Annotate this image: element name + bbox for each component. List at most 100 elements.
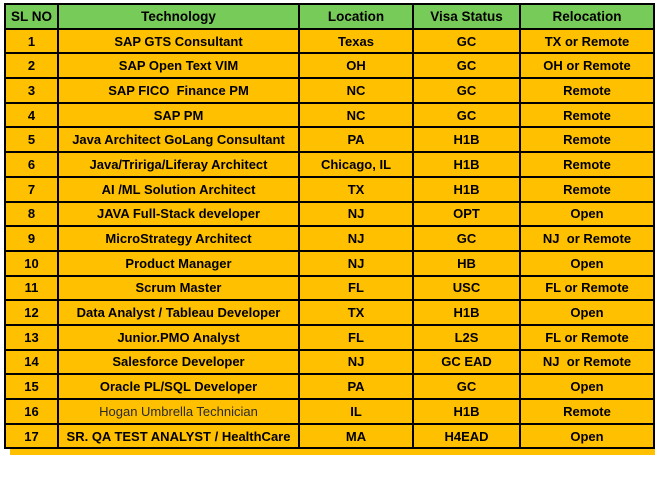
cell-visa-status: HB xyxy=(412,249,521,277)
cell-relocation: Remote xyxy=(519,101,655,129)
cell-visa-status: GC EAD xyxy=(412,348,521,376)
cell-location: FL xyxy=(298,323,414,351)
cell-visa-status: USC xyxy=(412,274,521,302)
cell-location: NJ xyxy=(298,225,414,252)
partial-next-row xyxy=(10,449,655,456)
table-row: 15 Oracle PL/SQL Developer PA GC Open xyxy=(4,373,655,400)
cell-relocation: Open xyxy=(519,422,655,450)
cell-technology: Salesforce Developer xyxy=(57,348,300,376)
header-relocation: Relocation xyxy=(519,3,655,30)
header-technology: Technology xyxy=(57,3,300,30)
table-row: 16 Hogan Umbrella Technician IL H1B Remo… xyxy=(4,398,655,425)
cell-sl-no: 8 xyxy=(4,200,59,228)
table-row: 7 AI /ML Solution Architect TX H1B Remot… xyxy=(4,175,655,203)
cell-location: TX xyxy=(298,175,414,203)
cell-relocation: TX or Remote xyxy=(519,27,655,55)
cell-visa-status: OPT xyxy=(412,200,521,228)
cell-visa-status: H1B xyxy=(412,398,521,425)
table-row: 2 SAP Open Text VIM OH GC OH or Remote xyxy=(4,52,655,80)
table-row: 17 SR. QA TEST ANALYST / HealthCare MA H… xyxy=(4,422,655,450)
table-row: 3 SAP FICO Finance PM NC GC Remote xyxy=(4,77,655,104)
table-row: 5 Java Architect GoLang Consultant PA H1… xyxy=(4,126,655,154)
cell-sl-no: 10 xyxy=(4,249,59,277)
table-row: 1 SAP GTS Consultant Texas GC TX or Remo… xyxy=(4,27,655,55)
cell-location: NC xyxy=(298,77,414,104)
cell-relocation: FL or Remote xyxy=(519,274,655,302)
cell-sl-no: 7 xyxy=(4,175,59,203)
cell-visa-status: H1B xyxy=(412,299,521,326)
cell-visa-status: H1B xyxy=(412,151,521,178)
cell-technology: Oracle PL/SQL Developer xyxy=(57,373,300,400)
table-row: 12 Data Analyst / Tableau Developer TX H… xyxy=(4,299,655,326)
cell-relocation: Remote xyxy=(519,398,655,425)
cell-sl-no: 9 xyxy=(4,225,59,252)
cell-sl-no: 12 xyxy=(4,299,59,326)
cell-sl-no: 2 xyxy=(4,52,59,80)
table-row: 11 Scrum Master FL USC FL or Remote xyxy=(4,274,655,302)
cell-technology: SAP GTS Consultant xyxy=(57,27,300,55)
cell-relocation: NJ or Remote xyxy=(519,348,655,376)
cell-location: NJ xyxy=(298,249,414,277)
cell-location: OH xyxy=(298,52,414,80)
cell-relocation: OH or Remote xyxy=(519,52,655,80)
cell-location: Chicago, IL xyxy=(298,151,414,178)
cell-location: TX xyxy=(298,299,414,326)
cell-relocation: Open xyxy=(519,249,655,277)
cell-sl-no: 17 xyxy=(4,422,59,450)
cell-location: NC xyxy=(298,101,414,129)
table-row: 4 SAP PM NC GC Remote xyxy=(4,101,655,129)
cell-visa-status: GC xyxy=(412,373,521,400)
cell-visa-status: GC xyxy=(412,27,521,55)
cell-location: IL xyxy=(298,398,414,425)
cell-relocation: FL or Remote xyxy=(519,323,655,351)
jobs-table-container: SL NO Technology Location Visa Status Re… xyxy=(4,3,655,456)
cell-visa-status: GC xyxy=(412,52,521,80)
cell-sl-no: 1 xyxy=(4,27,59,55)
cell-visa-status: L2S xyxy=(412,323,521,351)
header-visa-status: Visa Status xyxy=(412,3,521,30)
cell-visa-status: H1B xyxy=(412,126,521,154)
cell-relocation: Remote xyxy=(519,175,655,203)
cell-sl-no: 14 xyxy=(4,348,59,376)
table-row: 6 Java/Tririga/Liferay Architect Chicago… xyxy=(4,151,655,178)
table-row: 9 MicroStrategy Architect NJ GC NJ or Re… xyxy=(4,225,655,252)
cell-technology: Java/Tririga/Liferay Architect xyxy=(57,151,300,178)
cell-relocation: Open xyxy=(519,373,655,400)
header-row: SL NO Technology Location Visa Status Re… xyxy=(4,3,655,30)
cell-technology: Product Manager xyxy=(57,249,300,277)
table-header: SL NO Technology Location Visa Status Re… xyxy=(4,3,655,30)
header-sl-no: SL NO xyxy=(4,3,59,30)
cell-technology: Junior.PMO Analyst xyxy=(57,323,300,351)
cell-technology: Data Analyst / Tableau Developer xyxy=(57,299,300,326)
cell-sl-no: 16 xyxy=(4,398,59,425)
cell-sl-no: 13 xyxy=(4,323,59,351)
cell-location: NJ xyxy=(298,200,414,228)
table-row: 8 JAVA Full-Stack developer NJ OPT Open xyxy=(4,200,655,228)
cell-relocation: NJ or Remote xyxy=(519,225,655,252)
cell-visa-status: H4EAD xyxy=(412,422,521,450)
cell-location: FL xyxy=(298,274,414,302)
cell-technology: AI /ML Solution Architect xyxy=(57,175,300,203)
cell-relocation: Remote xyxy=(519,77,655,104)
cell-location: PA xyxy=(298,126,414,154)
table-row: 14 Salesforce Developer NJ GC EAD NJ or … xyxy=(4,348,655,376)
table-row: 13 Junior.PMO Analyst FL L2S FL or Remot… xyxy=(4,323,655,351)
cell-technology: Hogan Umbrella Technician xyxy=(57,398,300,425)
table-row: 10 Product Manager NJ HB Open xyxy=(4,249,655,277)
cell-relocation: Open xyxy=(519,299,655,326)
cell-sl-no: 4 xyxy=(4,101,59,129)
cell-technology: Java Architect GoLang Consultant xyxy=(57,126,300,154)
cell-technology: MicroStrategy Architect xyxy=(57,225,300,252)
cell-technology: SR. QA TEST ANALYST / HealthCare xyxy=(57,422,300,450)
cell-relocation: Remote xyxy=(519,151,655,178)
cell-visa-status: GC xyxy=(412,77,521,104)
cell-location: MA xyxy=(298,422,414,450)
cell-visa-status: H1B xyxy=(412,175,521,203)
cell-visa-status: GC xyxy=(412,225,521,252)
cell-relocation: Remote xyxy=(519,126,655,154)
cell-visa-status: GC xyxy=(412,101,521,129)
cell-location: Texas xyxy=(298,27,414,55)
cell-sl-no: 3 xyxy=(4,77,59,104)
table-body: 1 SAP GTS Consultant Texas GC TX or Remo… xyxy=(4,27,655,450)
